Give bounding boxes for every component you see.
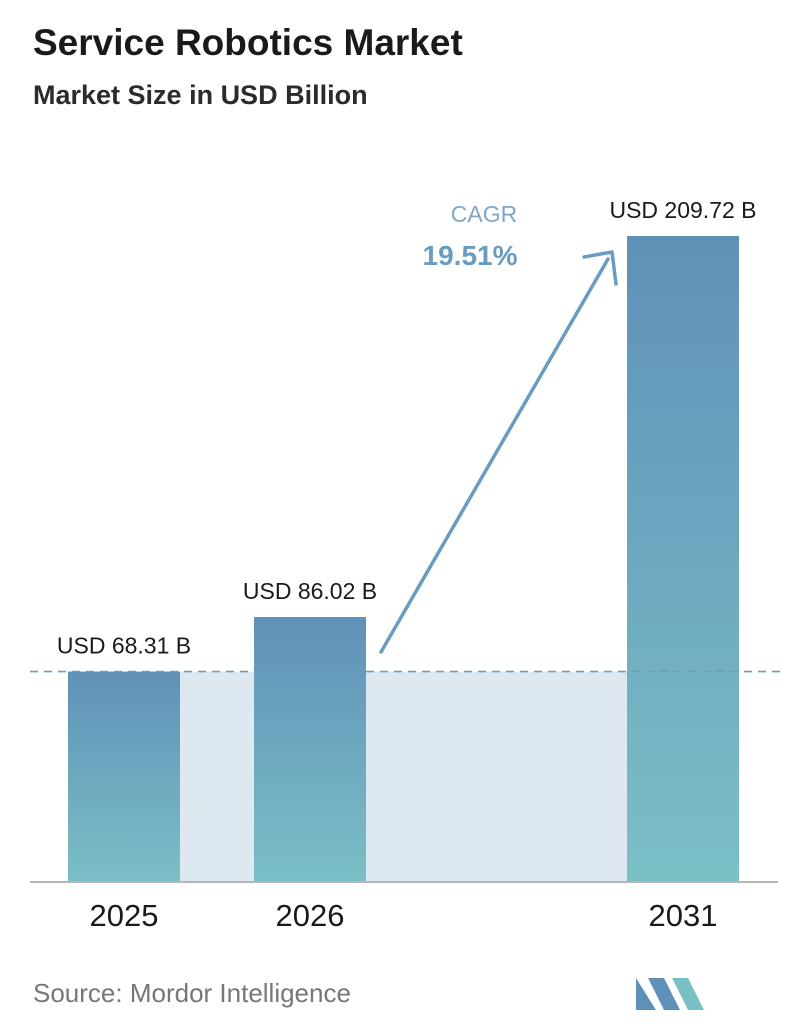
value-label-2026: USD 86.02 B (243, 578, 377, 604)
bar-2031 (627, 236, 739, 882)
cagr-value: 19.51% (423, 240, 518, 271)
bar-2026 (254, 617, 366, 882)
bar-chart: USD 68.31 B 2025 USD 86.02 B 2026 USD 209.72… (30, 197, 780, 933)
source-note: Source: Mordor Intelligence (33, 978, 351, 1008)
bar-2025 (68, 671, 180, 882)
x-tick-2025: 2025 (90, 898, 159, 933)
value-label-2031: USD 209.72 B (609, 197, 756, 223)
mordor-logo-icon (636, 978, 704, 1010)
x-tick-2031: 2031 (649, 898, 718, 933)
cagr-arrow (379, 257, 610, 654)
x-tick-2026: 2026 (276, 898, 345, 933)
cagr-arrow-head (582, 250, 618, 286)
cagr-label: CAGR (451, 201, 517, 227)
value-label-2025: USD 68.31 B (57, 633, 191, 659)
chart-title: Service Robotics Market (33, 22, 463, 63)
chart-subtitle: Market Size in USD Billion (33, 80, 368, 110)
